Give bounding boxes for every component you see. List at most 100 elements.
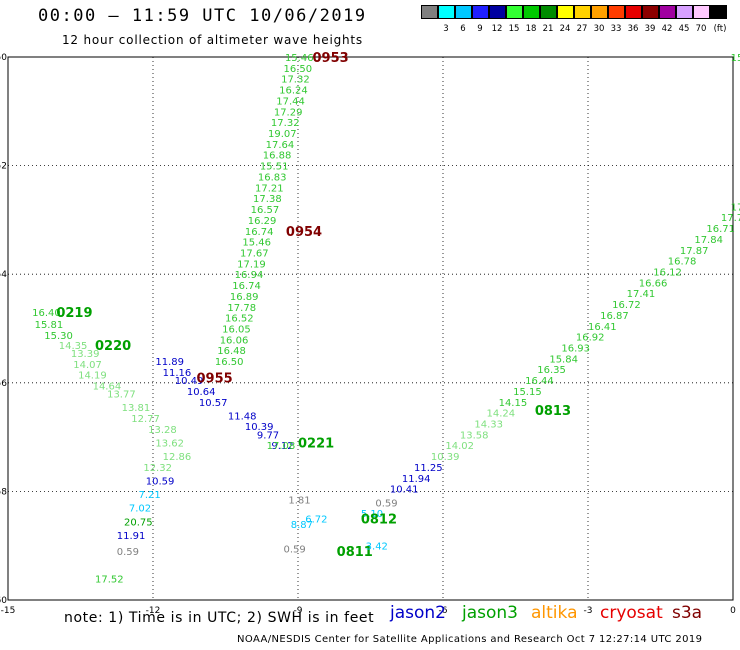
legend-swatch (676, 5, 693, 19)
swh-value: 11.25 (414, 463, 443, 474)
swh-value: 13.81 (122, 403, 151, 414)
legend-swatch (523, 5, 540, 19)
legend-swatch-label: 6 (460, 24, 466, 34)
swh-value: 7.02 (129, 504, 151, 515)
swh-value: 17.87 (680, 246, 709, 257)
swh-value: 14.35 (59, 341, 88, 352)
lat-tick-label: -50 (0, 53, 7, 63)
legend-swatch-label: 30 (593, 24, 605, 34)
swh-value: 17.52 (95, 574, 124, 585)
swh-value: 17.78 (227, 303, 256, 314)
swh-value: 17.67 (240, 248, 269, 259)
legend-swatch (591, 5, 608, 19)
swh-value: 1.81 (288, 496, 310, 507)
legend-altika: altika (531, 603, 578, 623)
swh-value: 14.15 (499, 398, 528, 409)
legend-swatch-label: 36 (627, 24, 639, 34)
swh-value: 15.15 (513, 387, 542, 398)
swh-value: 10.49 (175, 376, 204, 387)
legend-s3a: s3a (672, 603, 703, 623)
swh-value: 10.39 (245, 422, 274, 433)
legend-swatch-label: 3 (443, 24, 449, 34)
swh-value: 15.51 (260, 162, 289, 173)
swh-value: 17.32 (271, 118, 300, 129)
swh-value: 13.58 (460, 430, 489, 441)
swh-value: 14.33 (474, 420, 503, 431)
pass-time-label: 0220 (95, 339, 131, 354)
swh-value: 15.81 (35, 320, 64, 331)
note-text: note: 1) Time is in UTC; 2) SWH is in fe… (64, 610, 375, 626)
swh-value: 16.41 (588, 322, 617, 333)
swh-value: 12.77 (131, 414, 160, 425)
swh-value: 16.74 (232, 281, 261, 292)
map-frame (7, 56, 734, 601)
pass-time-label: 0812 (361, 513, 397, 528)
swh-value: 16.35 (537, 365, 566, 376)
swh-value: 17.78 (721, 213, 740, 224)
lat-tick-label: -60 (0, 596, 7, 606)
legend-jason2: jason2 (390, 603, 446, 623)
legend-swatch (540, 5, 557, 19)
swh-value: 16.83 (258, 172, 287, 183)
swh-value: 17.41 (627, 289, 656, 300)
swh-value: 11.16 (163, 368, 192, 379)
swh-value: 10.39 (431, 452, 460, 463)
swh-value: 16.87 (600, 311, 629, 322)
swh-value: 17.08 (267, 441, 296, 452)
swh-value: 14.19 (78, 371, 107, 382)
legend-swatch (659, 5, 676, 19)
swh-value: 13.39 (71, 349, 100, 360)
swh-value: 16.89 (230, 292, 259, 303)
swh-value: 16.12 (653, 267, 682, 278)
swh-value: 12.32 (143, 463, 172, 474)
swh-value: 14.64 (93, 382, 122, 393)
swh-value: 9.12 (271, 441, 293, 452)
lon-tick-label: -15 (1, 606, 16, 616)
swh-value: 11.94 (402, 474, 431, 485)
swh-value: 10.57 (199, 398, 228, 409)
swh-value: 13.28 (148, 425, 177, 436)
swh-value: 16.24 (279, 86, 308, 97)
lat-tick-label: -54 (0, 270, 7, 280)
pass-time-label: 0221 (298, 437, 334, 452)
legend-cryosat: cryosat (600, 603, 663, 623)
legend-swatch-label: 9 (477, 24, 483, 34)
legend-swatch-label: 12 (491, 24, 503, 34)
swh-value: 11.48 (228, 411, 257, 422)
swh-value: 17.21 (255, 183, 284, 194)
swh-value: 15 (731, 53, 740, 64)
swh-value: 5.10 (361, 509, 383, 520)
swh-value: 14.07 (73, 360, 102, 371)
swh-value: 17.38 (253, 194, 282, 205)
swh-value: 16.66 (639, 278, 668, 289)
swh-value: 16.74 (245, 227, 274, 238)
legend-swatch-label: 42 (661, 24, 673, 34)
swh-value: 0.59 (117, 547, 139, 558)
swh-value: 15.46 (285, 53, 314, 64)
swh-value: 17.19 (237, 259, 266, 270)
swh-value: 16.57 (251, 205, 280, 216)
legend-swatch-label: 24 (559, 24, 571, 34)
lon-tick-label: -9 (294, 606, 303, 616)
swh-value: 17.64 (266, 140, 295, 151)
legend-swatch (455, 5, 472, 19)
legend-swatch (608, 5, 625, 19)
swh-value: 16.29 (248, 216, 277, 227)
swh-value: 19.07 (268, 129, 297, 140)
legend-swatch (489, 5, 506, 19)
swh-value: 20.75 (124, 517, 153, 528)
legend-swatch-label: 33 (610, 24, 622, 34)
legend-swatch (574, 5, 591, 19)
legend-swatch (421, 5, 438, 19)
pass-time-label: 0811 (337, 545, 373, 560)
swh-value: 17.44 (276, 96, 305, 107)
swh-value: 13.62 (155, 439, 184, 450)
swh-value: 0.59 (284, 544, 306, 555)
legend-swatch-label: 45 (678, 24, 690, 34)
swh-value: 16.93 (561, 344, 590, 355)
swh-value: 12.86 (163, 452, 192, 463)
swh-value: 16.88 (263, 151, 292, 162)
swh-value: 16.40 (32, 308, 61, 319)
lat-tick-label: -56 (0, 379, 7, 389)
